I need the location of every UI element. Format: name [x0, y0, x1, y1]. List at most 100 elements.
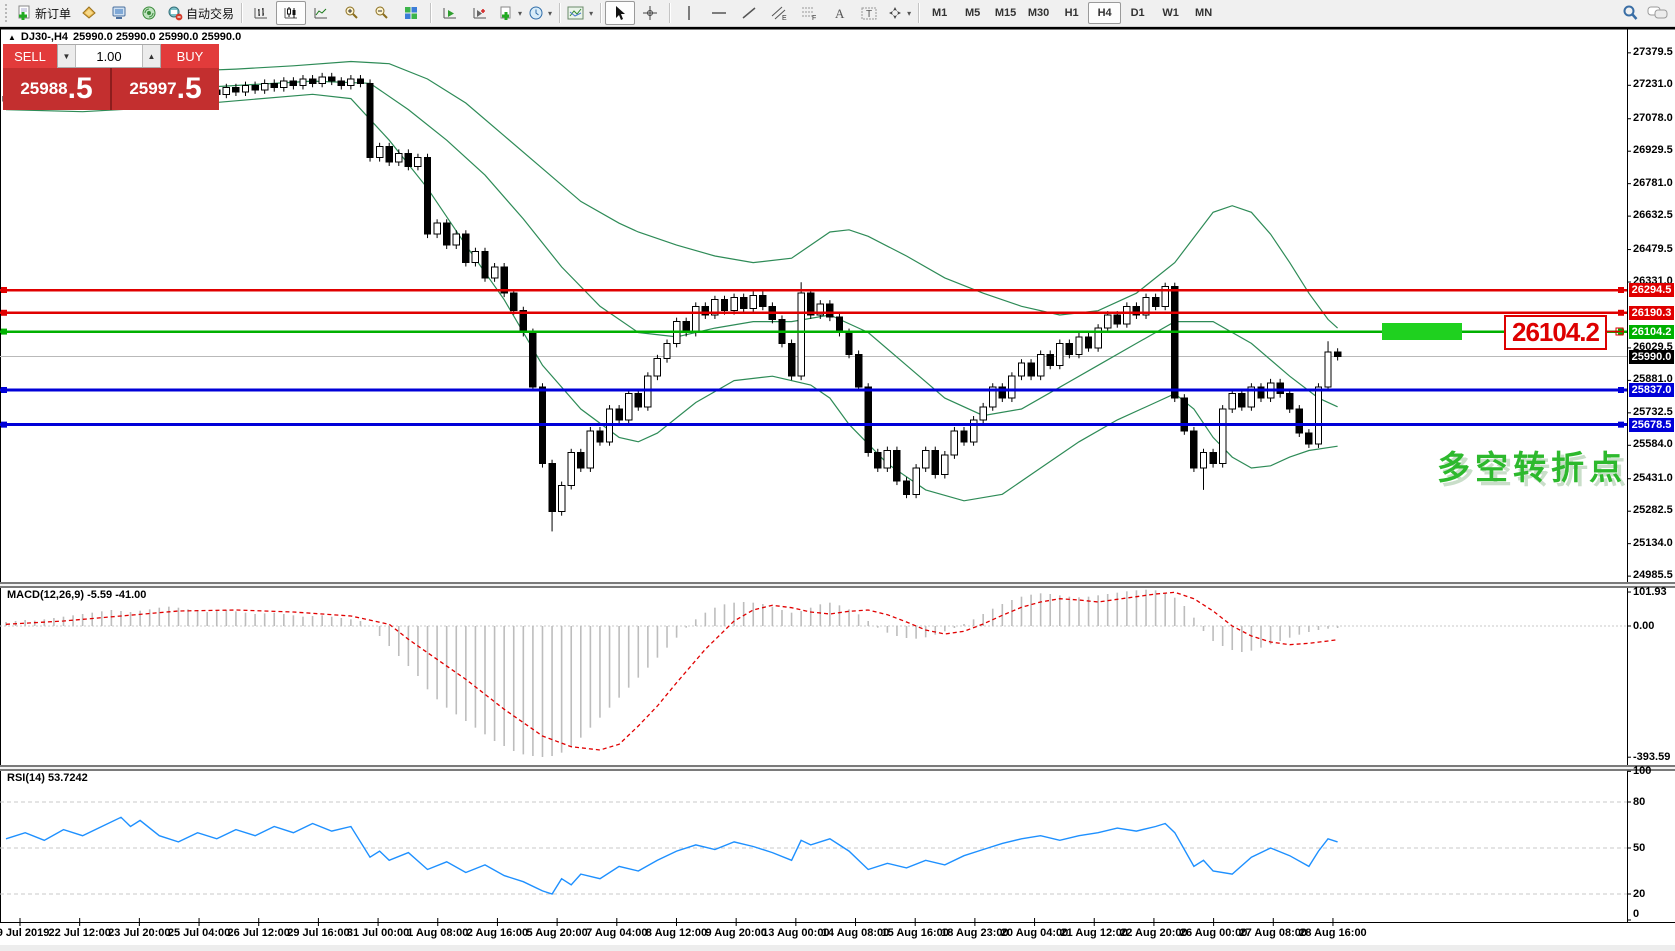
bar-chart-button[interactable] [246, 1, 276, 25]
vertical-line-icon [683, 5, 695, 21]
time-axis-label: 27 Aug 08:00 [1239, 927, 1307, 939]
candlestick-chart-button[interactable] [276, 1, 307, 25]
arrows-icon [887, 5, 903, 21]
time-axis-label: 22 Jul 12:00 [48, 927, 111, 939]
buy-button[interactable]: BUY [161, 44, 219, 68]
zoom-in-button[interactable] [336, 1, 366, 25]
macd-scale-label: 101.93 [1633, 586, 1667, 599]
bar-chart-icon [253, 5, 269, 21]
time-axis-label: 25 Jul 04:00 [167, 927, 231, 939]
text-label-icon: T [860, 5, 878, 21]
svg-text:E: E [782, 15, 787, 21]
timeframe-m15[interactable]: M15 [994, 7, 1017, 19]
new-order-button[interactable]: 新订单 [13, 1, 74, 25]
chat-icon[interactable] [1647, 4, 1669, 22]
trendline-button[interactable] [734, 1, 764, 25]
arrows-button[interactable]: ▾ [884, 1, 914, 25]
macd-label: MACD(12,26,9) -5.59 -41.00 [7, 589, 146, 601]
toolbar-separator [918, 3, 920, 23]
time-axis-label: 8 Aug 12:00 [645, 927, 708, 939]
cursor-button[interactable] [605, 1, 636, 25]
rsi-value: 53.7242 [47, 772, 88, 784]
autotrade-button[interactable]: 自动交易 [164, 1, 237, 25]
rsi-scale-label: 20 [1633, 887, 1646, 900]
zoom-out-button[interactable] [366, 1, 396, 25]
volume-increase-button[interactable]: ▲ [142, 45, 160, 67]
timeframe-d1[interactable]: D1 [1130, 7, 1145, 19]
window-collapse-icon[interactable]: ▲ [8, 32, 16, 42]
price-level-badge: 25837.0 [1629, 383, 1674, 397]
time-axis-label: 13 Aug 00:00 [762, 927, 830, 939]
price-axis-label: 25431.0 [1633, 471, 1673, 484]
timeframe-m1[interactable]: M1 [931, 7, 948, 19]
signal-icon [141, 5, 157, 21]
timeframe-h1[interactable]: H1 [1064, 7, 1079, 19]
time-axis-label: 31 Jul 00:00 [346, 927, 410, 939]
symbol-name: DJ30-,H4 [20, 31, 68, 43]
terminal-button[interactable] [104, 1, 134, 25]
trendline-icon [741, 5, 757, 21]
indicators-button[interactable]: ▾ [564, 1, 596, 25]
text-label-button[interactable]: T [854, 1, 884, 25]
autoscroll-button[interactable] [435, 1, 465, 25]
price-axis-label: 27231.0 [1633, 78, 1673, 91]
price-level-badge: 26294.5 [1629, 283, 1674, 297]
timeframe-mn[interactable]: MN [1195, 7, 1213, 19]
line-chart-icon [313, 5, 329, 21]
timeframe-m30[interactable]: M30 [1027, 7, 1050, 19]
vertical-line-button[interactable] [674, 1, 704, 25]
time-axis-label: 9 Aug 20:00 [705, 927, 767, 939]
candlestick-chart-icon [283, 5, 299, 21]
price-axis-label: 25732.5 [1633, 405, 1673, 418]
fibonacci-button[interactable]: F [794, 1, 824, 25]
timeframe-w1[interactable]: W1 [1162, 7, 1179, 19]
tile-windows-button[interactable] [396, 1, 426, 25]
cursor-icon [613, 5, 627, 21]
toolbar-separator [241, 3, 243, 23]
horizontal-line-button[interactable] [704, 1, 734, 25]
channel-button[interactable]: E [764, 1, 794, 25]
toolbar-separator [600, 3, 602, 23]
price-level-badge: 26104.2 [1629, 324, 1674, 339]
window-bottom-border [0, 945, 1675, 951]
price-level-badge: 25678.5 [1629, 417, 1674, 432]
timeframe-h4[interactable]: H4 [1088, 2, 1122, 24]
time-axis-label: 29 Jul 16:00 [287, 927, 350, 939]
sell-button[interactable]: SELL [3, 44, 57, 68]
styles-button[interactable] [74, 1, 104, 25]
rsi-scale-label: 0 [1633, 908, 1640, 920]
toolbar-separator [669, 3, 671, 23]
chevron-down-icon: ▾ [907, 8, 912, 18]
chevron-down-icon: ▾ [518, 8, 523, 18]
line-chart-button[interactable] [306, 1, 336, 25]
volume-input[interactable] [76, 45, 142, 67]
timeframe-m5[interactable]: M5 [964, 7, 981, 19]
rsi-name: RSI(14) [7, 772, 45, 784]
volume-stepper: ▼ ▲ [57, 44, 161, 68]
crosshair-button[interactable] [635, 1, 665, 25]
price-axis-label: 27379.5 [1633, 45, 1673, 58]
price-callout[interactable]: 26104.2 [1504, 315, 1607, 350]
time-axis-label: 2 Aug 16:00 [466, 927, 529, 939]
chart-shift-button[interactable] [465, 1, 495, 25]
new-template-button[interactable]: ▾ [495, 1, 525, 25]
periods-button[interactable]: ▾ [525, 1, 555, 25]
sell-price-main: 25988 [20, 79, 68, 98]
annotation-text[interactable]: 多空转折点 [1437, 449, 1627, 486]
signals-button[interactable] [134, 1, 164, 25]
time-axis-label: 20 Aug 04:00 [1000, 927, 1069, 939]
chevron-down-icon: ▾ [548, 8, 553, 18]
price-axis-label: 25584.0 [1633, 438, 1673, 451]
autotrade-icon [167, 5, 183, 21]
price-axis-label: 25282.5 [1633, 504, 1673, 517]
toolbar-grip[interactable] [5, 4, 10, 22]
search-icon[interactable] [1621, 4, 1639, 22]
autoscroll-icon [442, 5, 458, 21]
text-button[interactable]: A [824, 1, 854, 25]
symbol-quotes: 25990.0 25990.0 25990.0 25990.0 [73, 31, 242, 43]
sell-price[interactable]: 25988 .5 [3, 68, 110, 110]
volume-decrease-button[interactable]: ▼ [58, 45, 76, 67]
buy-price[interactable]: 25997 .5 [112, 68, 219, 110]
